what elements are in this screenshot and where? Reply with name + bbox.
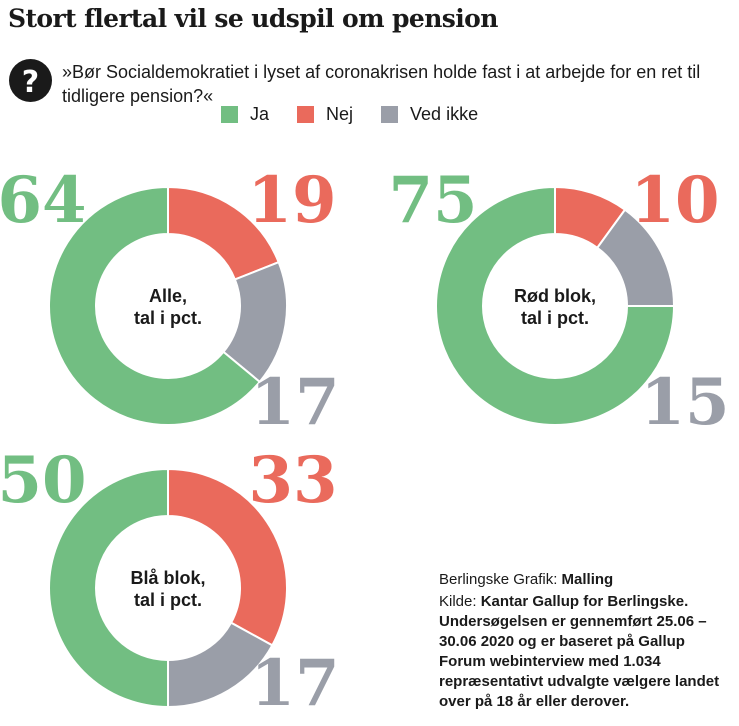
- graphics-credit-name: Malling: [561, 571, 614, 588]
- legend-label-nej: Nej: [326, 104, 354, 124]
- legend-swatch-ved-ikke: [381, 106, 399, 123]
- donut-chart-1: 64 19 17 Alle,tal i pct.: [0, 163, 340, 440]
- value-label-ja: 50: [0, 443, 87, 518]
- credit-block: Berlingske Grafik: Malling Kilde: Kantar…: [439, 570, 729, 714]
- value-label-nej: 33: [248, 443, 337, 518]
- center-label: Alle,: [149, 286, 187, 306]
- value-label-nej: 10: [630, 163, 719, 238]
- donut-slice-ja: [48, 467, 169, 709]
- graphics-credit-prefix: Berlingske Grafik:: [439, 571, 562, 588]
- center-label: tal i pct.: [134, 308, 202, 328]
- donut-slice-ja: [435, 185, 676, 426]
- question-mark-icon: ?: [9, 59, 52, 102]
- donut-chart-2: 75 10 15 Rød blok,tal i pct.: [388, 163, 729, 440]
- legend: Ja Nej Ved ikke: [221, 104, 506, 125]
- center-label: Rød blok,: [514, 286, 596, 306]
- page-title: Stort flertal vil se udspil om pension: [8, 4, 498, 33]
- center-label: tal i pct.: [134, 590, 202, 610]
- value-label-ja: 64: [0, 163, 87, 238]
- legend-swatch-nej: [297, 106, 315, 123]
- source-credit-text: Kantar Gallup for Berlingske. Undersøgel…: [439, 593, 720, 710]
- source-credit: Kilde: Kantar Gallup for Berlingske. Und…: [439, 592, 729, 712]
- legend-swatch-ja: [221, 106, 238, 123]
- value-label-ved-ikke: 15: [640, 365, 729, 440]
- value-label-nej: 19: [247, 163, 336, 238]
- legend-item-ved-ikke: Ved ikke: [381, 104, 478, 125]
- graphics-credit: Berlingske Grafik: Malling: [439, 570, 729, 590]
- center-label: Blå blok,: [130, 568, 205, 588]
- legend-label-ja: Ja: [250, 104, 270, 124]
- legend-item-nej: Nej: [297, 104, 353, 125]
- value-label-ja: 75: [388, 163, 477, 238]
- donut-slice-nej: [167, 467, 288, 647]
- value-label-ved-ikke: 17: [250, 646, 339, 721]
- source-credit-prefix: Kilde:: [439, 593, 481, 610]
- legend-label-ved-ikke: Ved ikke: [410, 104, 479, 124]
- svg-text:?: ?: [22, 65, 39, 100]
- legend-item-ja: Ja: [221, 104, 269, 125]
- donut-chart-3: 50 33 17 Blå blok,tal i pct.: [0, 443, 340, 721]
- value-label-ved-ikke: 17: [250, 365, 339, 440]
- donut-slice-ja: [48, 185, 262, 426]
- survey-question: »Bør Socialdemokratiet i lyset af corona…: [62, 62, 701, 106]
- center-label: tal i pct.: [521, 308, 589, 328]
